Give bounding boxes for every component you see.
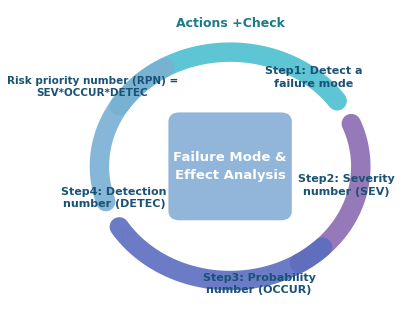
Text: Step3: Probability
number (OCCUR): Step3: Probability number (OCCUR)	[203, 273, 316, 295]
Text: Step1: Detect a
failure mode: Step1: Detect a failure mode	[265, 66, 362, 89]
Text: Failure Mode &
Effect Analysis: Failure Mode & Effect Analysis	[173, 151, 287, 182]
FancyBboxPatch shape	[169, 112, 292, 220]
Text: Risk priority number (RPN) =
SEV*OCCUR*DETEC: Risk priority number (RPN) = SEV*OCCUR*D…	[7, 76, 178, 98]
Text: Step4: Detection
number (DETEC): Step4: Detection number (DETEC)	[61, 187, 167, 209]
Text: Step2: Severity
number (SEV): Step2: Severity number (SEV)	[298, 174, 395, 196]
Text: Actions +Check: Actions +Check	[176, 17, 285, 30]
